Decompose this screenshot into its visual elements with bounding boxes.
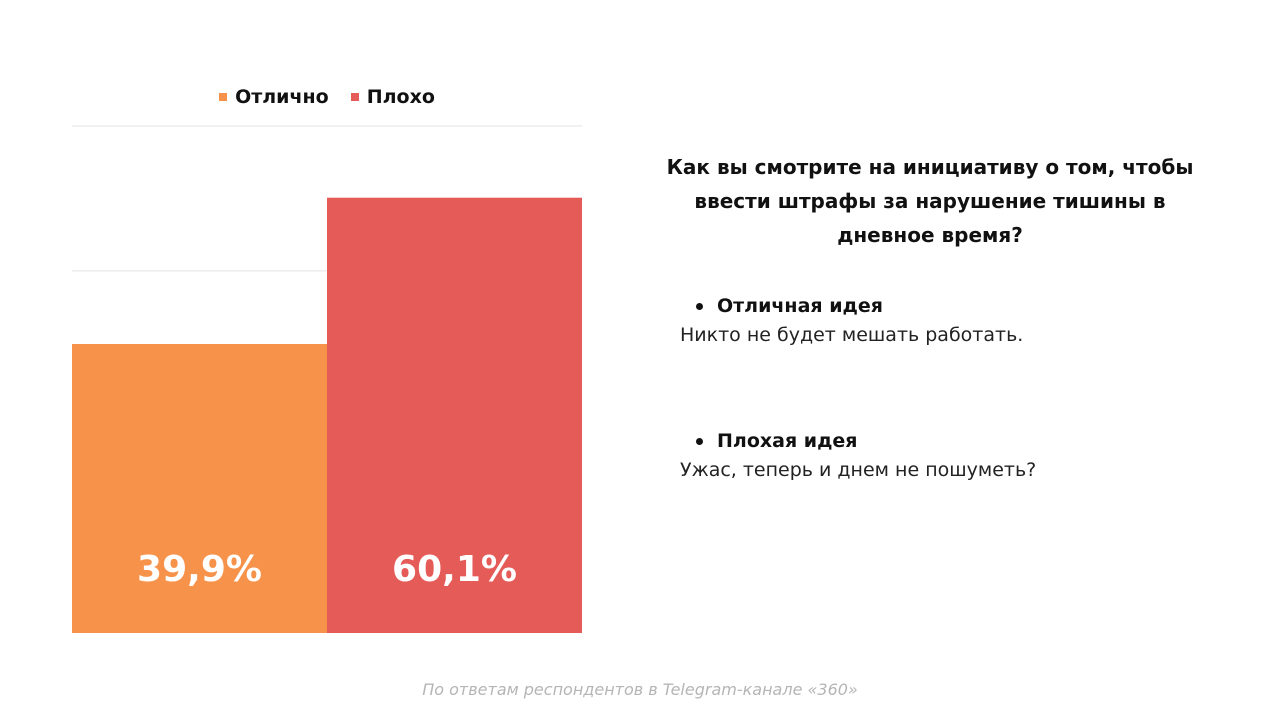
legend-swatch-excellent bbox=[219, 93, 228, 101]
option-bad-text: Ужас, теперь и днем не пошуметь? bbox=[680, 459, 1037, 481]
legend-swatch-bad bbox=[350, 93, 359, 101]
source-footnote: По ответам респондентов в Telegram-канал… bbox=[422, 680, 858, 699]
bar-value-label: 60,1% bbox=[392, 549, 517, 590]
legend-label-excellent: Отлично bbox=[235, 86, 329, 108]
legend-item-excellent: Отлично bbox=[219, 86, 329, 108]
option-excellent-text: Никто не будет мешать работать. bbox=[680, 324, 1024, 346]
bullet-icon bbox=[696, 437, 703, 445]
option-excellent: Отличная идея Никто не будет мешать рабо… bbox=[680, 290, 1200, 346]
option-excellent-heading: Отличная идея bbox=[680, 290, 1200, 322]
bar-chart: 39,9% 60,1% bbox=[72, 125, 582, 633]
bar-excellent bbox=[72, 344, 327, 633]
bar-value-label: 39,9% bbox=[137, 549, 262, 590]
option-bad: Плохая идея Ужас, теперь и днем не пошум… bbox=[680, 425, 1200, 481]
bullet-icon bbox=[696, 302, 703, 310]
option-excellent-title: Отличная идея bbox=[717, 295, 883, 317]
chart-legend: Отлично Плохо bbox=[0, 86, 654, 108]
legend-item-bad: Плохо bbox=[350, 86, 435, 108]
bar-bad bbox=[327, 197, 582, 633]
option-bad-title: Плохая идея bbox=[717, 430, 858, 452]
legend-label-bad: Плохо bbox=[366, 86, 435, 108]
option-bad-heading: Плохая идея bbox=[680, 425, 1200, 457]
survey-question: Как вы смотрите на инициативу о том, что… bbox=[666, 155, 1194, 247]
